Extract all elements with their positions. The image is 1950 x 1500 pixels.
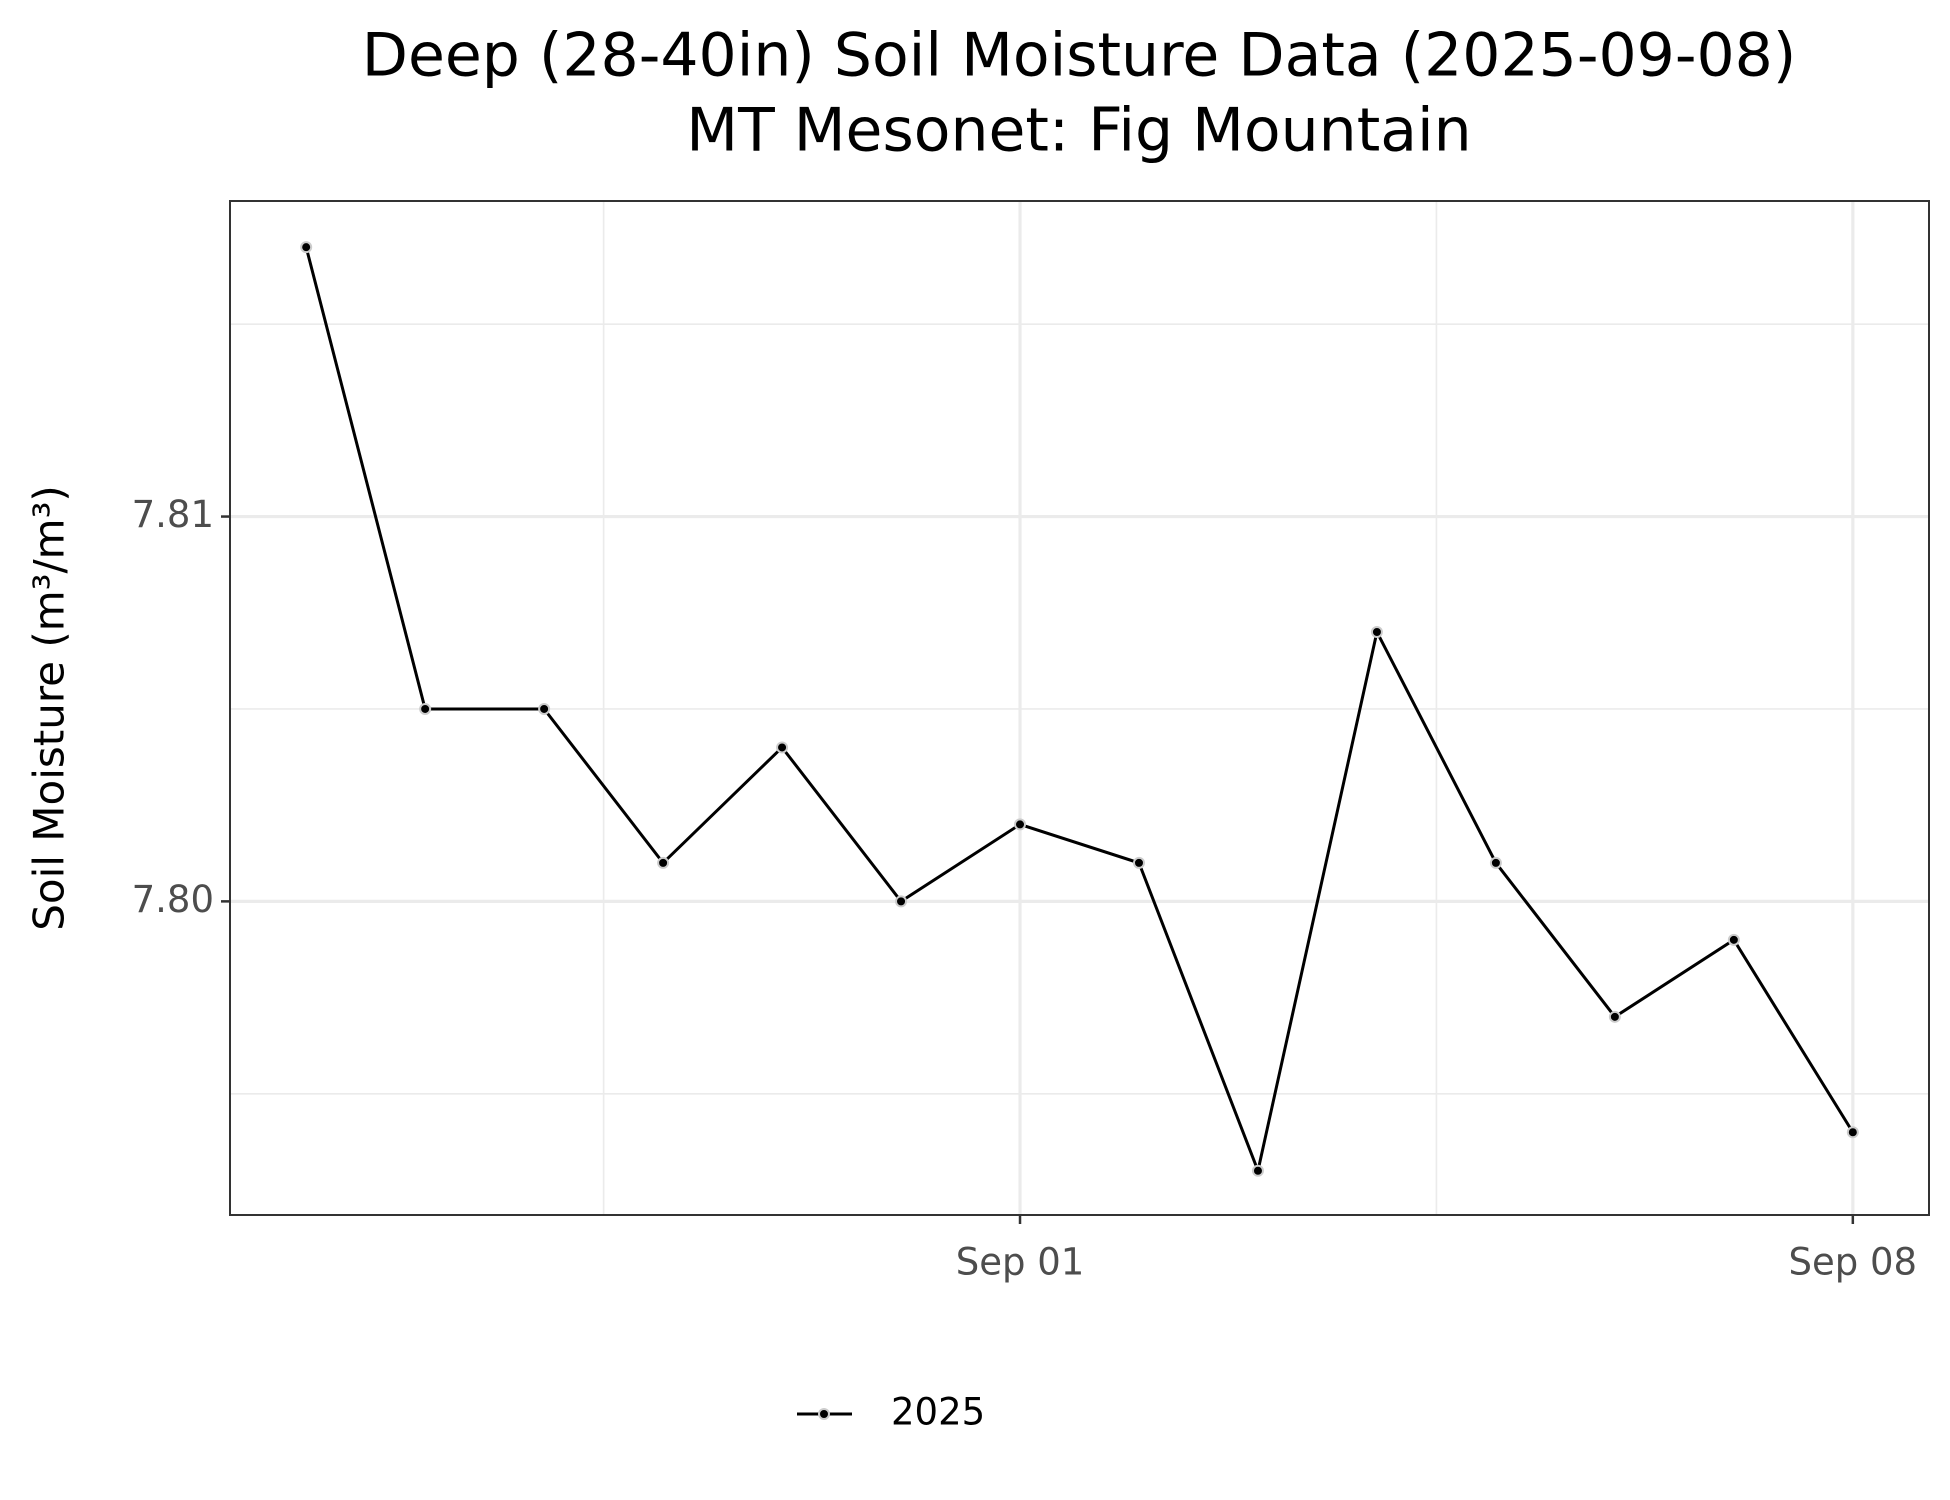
data-point [1608, 1010, 1621, 1023]
data-point [657, 856, 670, 869]
legend-label: 2025 [891, 1391, 985, 1434]
data-point [1132, 856, 1145, 869]
data-point [1370, 625, 1383, 638]
x-tick-label: Sep 01 [956, 1241, 1085, 1284]
y-axis-label: Soil Moisture (m³/m³) [25, 485, 74, 931]
y-tick-label: 7.80 [132, 878, 214, 921]
data-point [538, 702, 551, 715]
x-tick-label: Sep 08 [1789, 1241, 1918, 1284]
chart-title: Deep (28-40in) Soil Moisture Data (2025-… [362, 21, 1796, 91]
legend-key-point [818, 1408, 830, 1420]
data-point [1251, 1164, 1264, 1177]
data-point [895, 895, 908, 908]
data-point [1846, 1126, 1859, 1139]
data-point [1014, 818, 1027, 831]
data-line [304, 246, 1855, 1176]
data-point [419, 702, 432, 715]
data-point [1489, 856, 1502, 869]
y-tick-label: 7.81 [132, 493, 214, 536]
data-point [300, 241, 313, 254]
plot-panel [229, 200, 1930, 1216]
data-point [1727, 933, 1740, 946]
data-point [776, 741, 789, 754]
chart-subtitle: MT Mesonet: Fig Mountain [686, 96, 1471, 166]
